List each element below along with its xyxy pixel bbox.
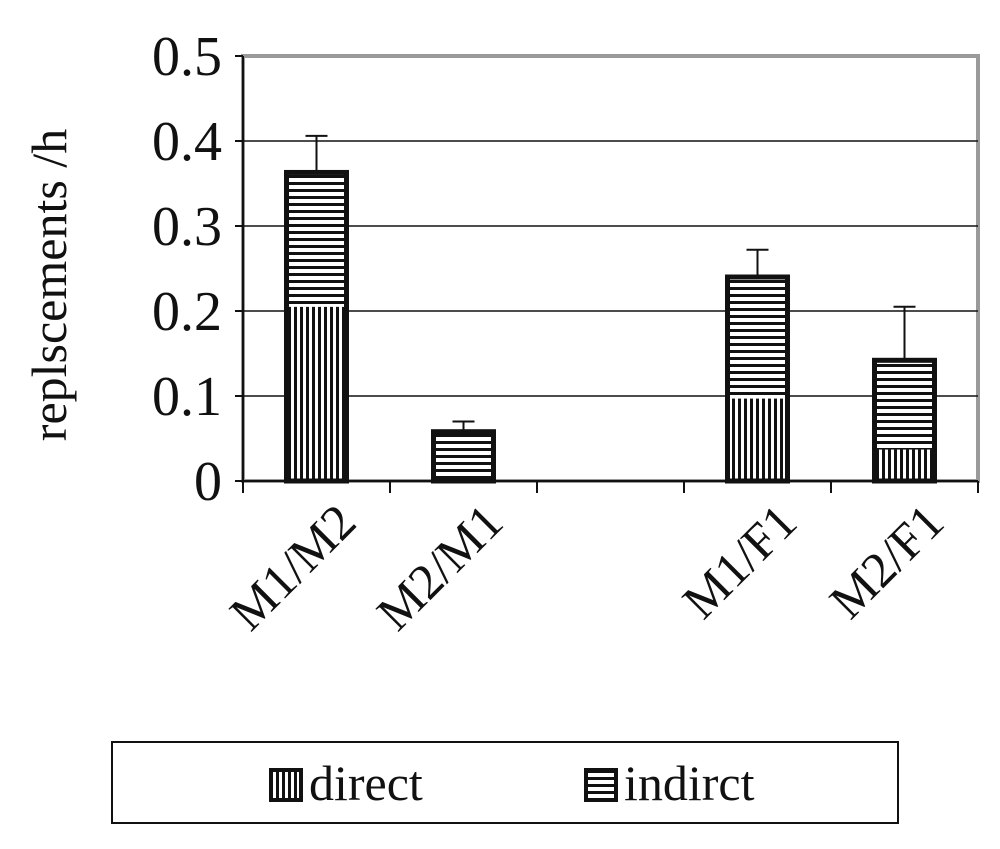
y-tick-label: 0.4: [152, 111, 222, 173]
y-tick-label: 0.1: [152, 366, 222, 428]
x-axis-labels: M1/M2 M2/M1 M1/F1 M2/F1: [219, 493, 955, 641]
legend-label-direct: direct: [309, 755, 423, 811]
legend-swatch-direct: [269, 768, 303, 802]
x-category-label: M1/M2: [219, 493, 367, 641]
legend-label-indirct: indirct: [624, 755, 755, 811]
legend-swatch-indirct: [584, 768, 618, 802]
y-tick-label: 0.5: [152, 26, 222, 88]
y-axis-ticks: 0 0.1 0.2 0.3 0.4 0.5: [152, 26, 979, 513]
bar-direct-M2/F1: [874, 449, 935, 481]
bars: [284, 134, 937, 484]
bar-direct-M1/M2: [286, 306, 347, 481]
bar-indirct-M2/M1: [433, 431, 494, 481]
bar-direct-M1/F1: [727, 398, 788, 481]
legend: direct indirct: [111, 741, 899, 824]
y-tick-label: 0.3: [152, 196, 222, 258]
y-tick-label: 0.2: [152, 281, 222, 343]
x-category-label: M2/F1: [818, 493, 954, 629]
x-category-label: M1/F1: [671, 493, 807, 629]
y-axis-title: replscements /h: [21, 129, 77, 441]
bar-indirct-M1/F1: [727, 277, 788, 399]
plot-area: [241, 54, 980, 483]
legend-box: [111, 741, 899, 824]
y-tick-label: 0: [194, 451, 222, 513]
x-category-label: M2/M1: [366, 493, 514, 641]
bar-indirct-M1/M2: [286, 172, 347, 307]
gridlines: [243, 140, 978, 397]
bar-indirct-M2/F1: [874, 360, 935, 450]
